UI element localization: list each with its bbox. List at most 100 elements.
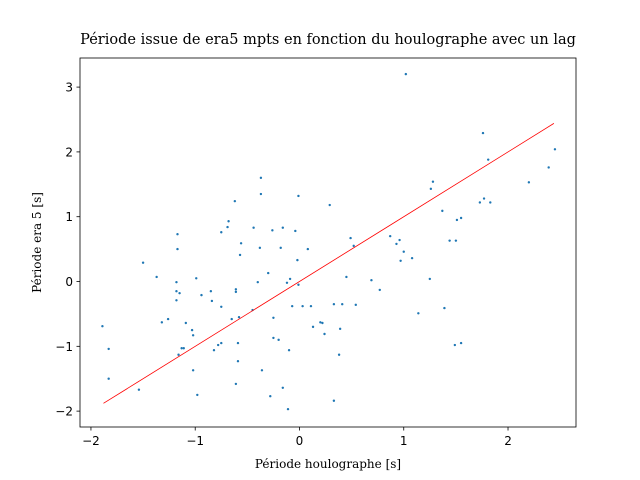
point (220, 231, 223, 234)
point (141, 261, 145, 264)
point (155, 275, 158, 279)
point (481, 131, 485, 135)
point (455, 218, 459, 222)
point (404, 72, 408, 76)
point (338, 327, 342, 331)
point (287, 349, 291, 352)
point (190, 328, 194, 332)
point (230, 317, 233, 321)
point (269, 395, 272, 398)
point (349, 236, 352, 240)
point (332, 302, 336, 306)
point (323, 332, 326, 336)
point (296, 258, 299, 262)
point (178, 291, 181, 295)
point (234, 382, 238, 386)
point (233, 199, 237, 203)
point (441, 209, 444, 213)
point (220, 341, 223, 345)
point (388, 234, 392, 238)
point (443, 306, 446, 310)
point (459, 216, 463, 220)
point (176, 233, 179, 236)
x-tick-label: 1 (400, 434, 408, 448)
point (177, 353, 180, 356)
point (297, 283, 300, 286)
point (271, 229, 274, 232)
point (209, 290, 213, 293)
x-tick-label: −1 (186, 434, 204, 448)
chart-title: Période issue de era5 mpts en fonction d… (80, 32, 576, 48)
x-tick-label: 2 (504, 434, 512, 448)
x-tick-label: 0 (296, 434, 304, 448)
point (272, 316, 275, 320)
point (370, 279, 373, 282)
plot-frame (79, 57, 577, 428)
point (395, 242, 398, 246)
point (547, 166, 550, 169)
point (107, 377, 110, 380)
y-tick-label: 0 (65, 275, 73, 289)
point (398, 238, 401, 242)
point (448, 239, 451, 242)
point (428, 277, 432, 281)
point (328, 203, 331, 207)
point (160, 321, 164, 324)
y-tick-label: −2 (55, 405, 73, 419)
point (285, 281, 289, 285)
point (319, 321, 322, 324)
point (259, 192, 263, 196)
point (216, 343, 220, 347)
point (399, 259, 402, 262)
point (337, 353, 341, 356)
point (195, 277, 198, 280)
point (417, 312, 420, 315)
point (341, 302, 344, 306)
point (482, 197, 486, 200)
point (489, 201, 492, 204)
point (182, 347, 185, 350)
point (410, 256, 414, 260)
point (453, 343, 457, 347)
y-tick-label: 2 (65, 145, 73, 159)
point (281, 386, 285, 389)
point (175, 299, 178, 302)
point (459, 341, 463, 345)
fit-line (103, 123, 555, 404)
point (101, 325, 104, 328)
point (191, 334, 195, 337)
x-tick-label: −2 (82, 434, 100, 448)
y-tick-label: 1 (65, 210, 73, 224)
point (196, 393, 199, 397)
point (227, 220, 230, 223)
point (180, 347, 183, 350)
point (234, 290, 238, 294)
point (260, 369, 264, 372)
point (354, 303, 357, 307)
point (184, 321, 188, 325)
point (487, 158, 490, 161)
point (166, 317, 170, 321)
point (309, 304, 313, 308)
point (527, 181, 531, 184)
point (279, 246, 282, 250)
point (294, 229, 297, 233)
point (252, 226, 255, 229)
point (431, 180, 435, 183)
point (191, 369, 195, 372)
point (297, 194, 300, 198)
point (107, 347, 110, 351)
point (454, 239, 458, 242)
point (226, 225, 229, 229)
point (220, 305, 223, 308)
point (236, 360, 240, 363)
y-axis-label: Période era 5 [s] (30, 192, 44, 293)
point (267, 271, 270, 275)
x-axis-label: Période houlographe [s] (255, 457, 401, 471)
point (176, 247, 179, 251)
point (378, 288, 381, 292)
point (212, 349, 216, 352)
point (478, 201, 482, 204)
